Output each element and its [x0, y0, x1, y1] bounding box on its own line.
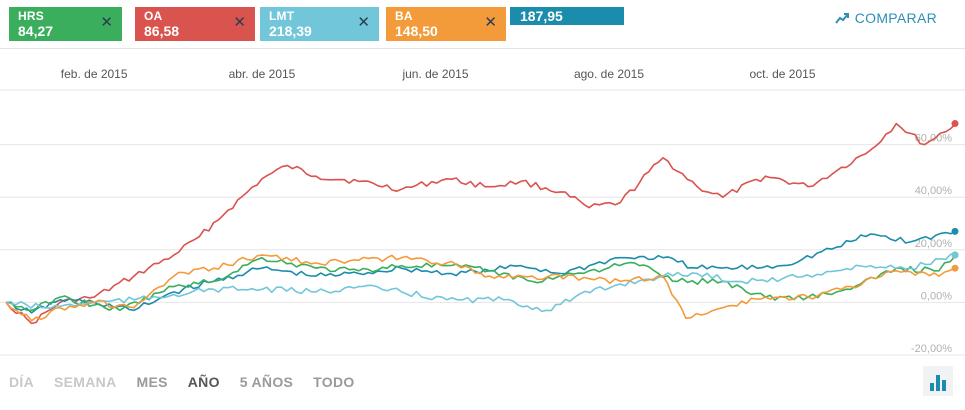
chip-lmt[interactable]: LMT 218,39 ✕	[260, 7, 379, 41]
series-line-ba	[5, 254, 957, 322]
chip-hrs[interactable]: HRS 84,27 ✕	[9, 7, 122, 41]
y-tick-label: 40,00%	[915, 185, 953, 197]
header-divider	[0, 48, 965, 49]
comparison-line-chart: feb. de 2015 abr. de 2015 jun. de 2015 ago.…	[0, 67, 965, 356]
chip-symbol: LMT	[269, 9, 295, 23]
period-año[interactable]: AÑO	[187, 374, 220, 390]
chip-value: 218,39	[269, 23, 312, 39]
chart-type-toggle[interactable]	[923, 366, 953, 396]
series-line-oa	[5, 122, 957, 325]
series-end-marker	[951, 227, 959, 235]
chip-value: 148,50	[395, 23, 438, 39]
y-axis-ticks: 60,00%40,00%20,00%0,00%-20,00%	[911, 133, 952, 355]
y-tick-label: 20,00%	[915, 238, 953, 250]
y-tick-label: 0,00%	[921, 290, 952, 302]
series-end-marker	[951, 264, 959, 272]
x-tick-label: oct. de 2015	[749, 67, 815, 81]
period-5-años[interactable]: 5 AÑOS	[239, 374, 294, 390]
current-price-box: 187,95	[510, 7, 624, 25]
period-día[interactable]: DÍA	[9, 374, 35, 390]
chip-symbol: HRS	[18, 9, 44, 23]
period-todo[interactable]: TODO	[313, 374, 355, 390]
chip-ba[interactable]: BA 148,50 ✕	[386, 7, 506, 41]
close-icon[interactable]: ✕	[233, 14, 246, 31]
current-price-value: 187,95	[520, 8, 563, 24]
period-mes[interactable]: MES	[136, 374, 168, 390]
chip-oa[interactable]: OA 86,58 ✕	[135, 7, 255, 41]
compare-button[interactable]: COMPARAR	[834, 10, 937, 26]
x-tick-label: feb. de 2015	[61, 67, 128, 81]
close-icon[interactable]: ✕	[484, 14, 497, 31]
x-axis-ticks: feb. de 2015 abr. de 2015 jun. de 2015 ago.…	[61, 67, 816, 81]
x-tick-label: ago. de 2015	[574, 67, 644, 81]
y-tick-label: -20,00%	[911, 343, 952, 355]
compare-label: COMPARAR	[854, 10, 937, 26]
period-semana[interactable]: SEMANA	[54, 374, 117, 390]
chip-symbol: OA	[144, 9, 163, 23]
series-end-marker	[951, 251, 959, 259]
series-line-lmt	[5, 253, 957, 313]
close-icon[interactable]: ✕	[100, 14, 113, 31]
trend-up-icon	[834, 12, 849, 24]
x-tick-label: abr. de 2015	[229, 67, 296, 81]
chart-grid	[0, 89, 965, 356]
period-selector: DÍA SEMANA MES AÑO 5 AÑOS TODO	[9, 374, 355, 390]
chart-series	[5, 120, 959, 325]
series-end-marker	[951, 120, 959, 128]
x-tick-label: jun. de 2015	[401, 67, 468, 81]
chip-value: 86,58	[144, 23, 180, 39]
close-icon[interactable]: ✕	[357, 14, 370, 31]
chip-symbol: BA	[395, 9, 413, 23]
series-line-main	[5, 230, 957, 314]
chip-value: 84,27	[18, 23, 54, 39]
bar-chart-icon	[929, 371, 947, 396]
